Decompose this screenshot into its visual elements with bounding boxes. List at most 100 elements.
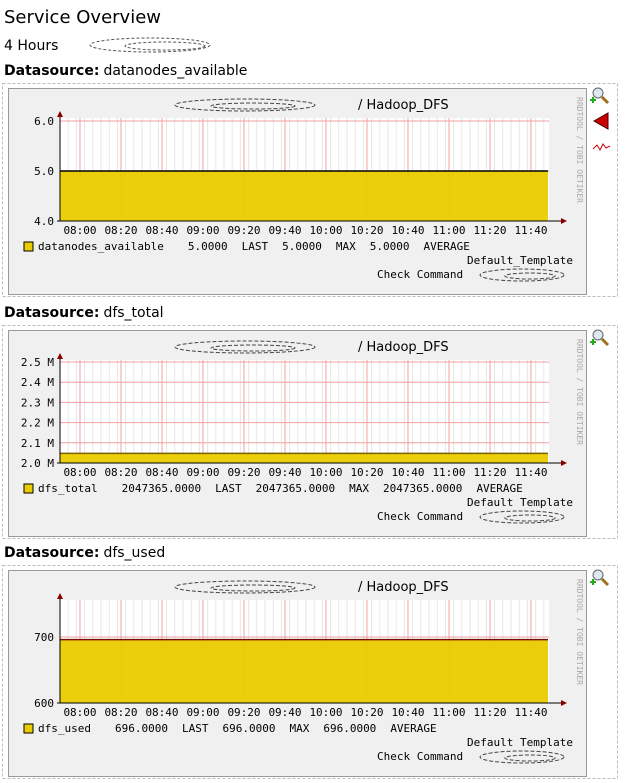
datasource-name: dfs_total <box>103 305 163 321</box>
x-tick-label: 08:40 <box>145 466 178 479</box>
template: Default Template <box>467 736 573 749</box>
y-arrow <box>57 111 63 117</box>
area <box>60 453 548 463</box>
x-tick-label: 11:40 <box>514 706 547 719</box>
legend-stat: MAX <box>349 482 369 495</box>
zoom-plus <box>590 97 596 103</box>
zoom-lens <box>592 87 604 99</box>
redaction-stroke <box>479 510 565 524</box>
zoom-handle <box>600 577 610 587</box>
y-tick-label: 6.0 <box>34 115 54 128</box>
legend-name: dfs_total <box>38 482 98 495</box>
redaction-stroke <box>210 344 296 352</box>
x-tick-label: 09:40 <box>268 466 301 479</box>
redaction-stroke <box>479 750 565 764</box>
panel-border <box>2 565 618 779</box>
check-command: Check Command <box>377 268 463 281</box>
check-command: Check Command <box>377 510 463 523</box>
y-tick-label: 4.0 <box>34 215 54 228</box>
datasource-name: datanodes_available <box>103 63 247 79</box>
redaction-stroke <box>504 514 556 522</box>
x-tick-label: 09:00 <box>186 224 219 237</box>
redaction-stroke <box>504 272 556 280</box>
legend-value: 696.0000 <box>222 722 275 735</box>
x-tick-label: 08:20 <box>104 706 137 719</box>
redaction <box>479 510 565 524</box>
legend-swatch <box>23 483 34 494</box>
legend-stat: AVERAGE <box>390 722 436 735</box>
redaction <box>479 268 565 282</box>
legend-stat: LAST <box>242 240 269 253</box>
alert-icon <box>592 112 609 130</box>
x-tick-label: 10:40 <box>391 706 424 719</box>
x-tick-label: 10:20 <box>350 466 383 479</box>
legend-value: 2047365.0000 <box>122 482 201 495</box>
area <box>60 171 548 221</box>
page-title: Service Overview <box>4 7 161 28</box>
datasource-label: Datasource: <box>4 305 99 321</box>
zoom-icon[interactable] <box>590 329 610 347</box>
redaction-stroke <box>210 102 296 110</box>
redaction <box>174 580 316 594</box>
zoom-handle <box>600 337 610 347</box>
zoom-icon[interactable] <box>590 569 610 587</box>
y-tick-label: 2.5 M <box>21 356 54 369</box>
x-tick-label: 11:20 <box>473 706 506 719</box>
graph-title: / Hadoop_DFS <box>358 98 449 113</box>
x-tick-label: 10:20 <box>350 224 383 237</box>
redaction-stroke <box>504 754 556 762</box>
legend-value: 2047365.0000 <box>256 482 335 495</box>
x-arrow <box>561 460 567 466</box>
datasource-name: dfs_used <box>103 545 165 561</box>
legend-stat: AVERAGE <box>476 482 522 495</box>
redaction-stroke <box>210 584 296 592</box>
x-tick-label: 10:00 <box>309 224 342 237</box>
y-arrow <box>57 353 63 359</box>
watermark: RRDTOOL / TOBI OETIKER <box>575 339 584 445</box>
y-tick-label: 2.4 M <box>21 376 54 389</box>
x-tick-label: 11:00 <box>432 224 465 237</box>
x-tick-label: 09:20 <box>227 706 260 719</box>
legend-value: 5.0000 <box>188 240 228 253</box>
x-tick-label: 10:20 <box>350 706 383 719</box>
y-tick-label: 2.3 M <box>21 396 54 409</box>
zoom-lens <box>592 329 604 341</box>
x-tick-label: 11:40 <box>514 466 547 479</box>
x-tick-label: 09:00 <box>186 466 219 479</box>
watermark: RRDTOOL / TOBI OETIKER <box>575 579 584 685</box>
redaction <box>174 98 316 112</box>
redaction <box>89 37 211 53</box>
template: Default_Template <box>467 254 573 267</box>
x-arrow <box>561 700 567 706</box>
x-tick-label: 08:20 <box>104 466 137 479</box>
zoom-plus <box>590 339 596 345</box>
legend-name: datanodes_available <box>38 240 164 253</box>
x-tick-label: 08:40 <box>145 224 178 237</box>
datasource-label: Datasource: <box>4 545 99 561</box>
period: 4 Hours <box>4 38 58 54</box>
legend-value: 696.0000 <box>323 722 376 735</box>
y-tick-label: 5.0 <box>34 165 54 178</box>
x-tick-label: 11:20 <box>473 466 506 479</box>
x-arrow <box>561 218 567 224</box>
x-tick-label: 11:00 <box>432 706 465 719</box>
legend-stat: LAST <box>182 722 209 735</box>
legend-swatch <box>23 241 34 252</box>
x-tick-label: 08:00 <box>63 706 96 719</box>
graph-icon <box>592 143 611 152</box>
legend-stat: MAX <box>289 722 309 735</box>
watermark: RRDTOOL / TOBI OETIKER <box>575 97 584 203</box>
legend-value: 696.0000 <box>115 722 168 735</box>
x-tick-label: 11:40 <box>514 224 547 237</box>
x-tick-label: 10:40 <box>391 466 424 479</box>
zoom-icon[interactable] <box>590 87 610 105</box>
legend-stat: LAST <box>215 482 242 495</box>
x-tick-label: 10:00 <box>309 706 342 719</box>
panel-border <box>2 83 618 297</box>
datasource-label: Datasource: <box>4 63 99 79</box>
zoom-handle <box>600 95 610 105</box>
x-tick-label: 09:20 <box>227 466 260 479</box>
x-tick-label: 09:00 <box>186 706 219 719</box>
